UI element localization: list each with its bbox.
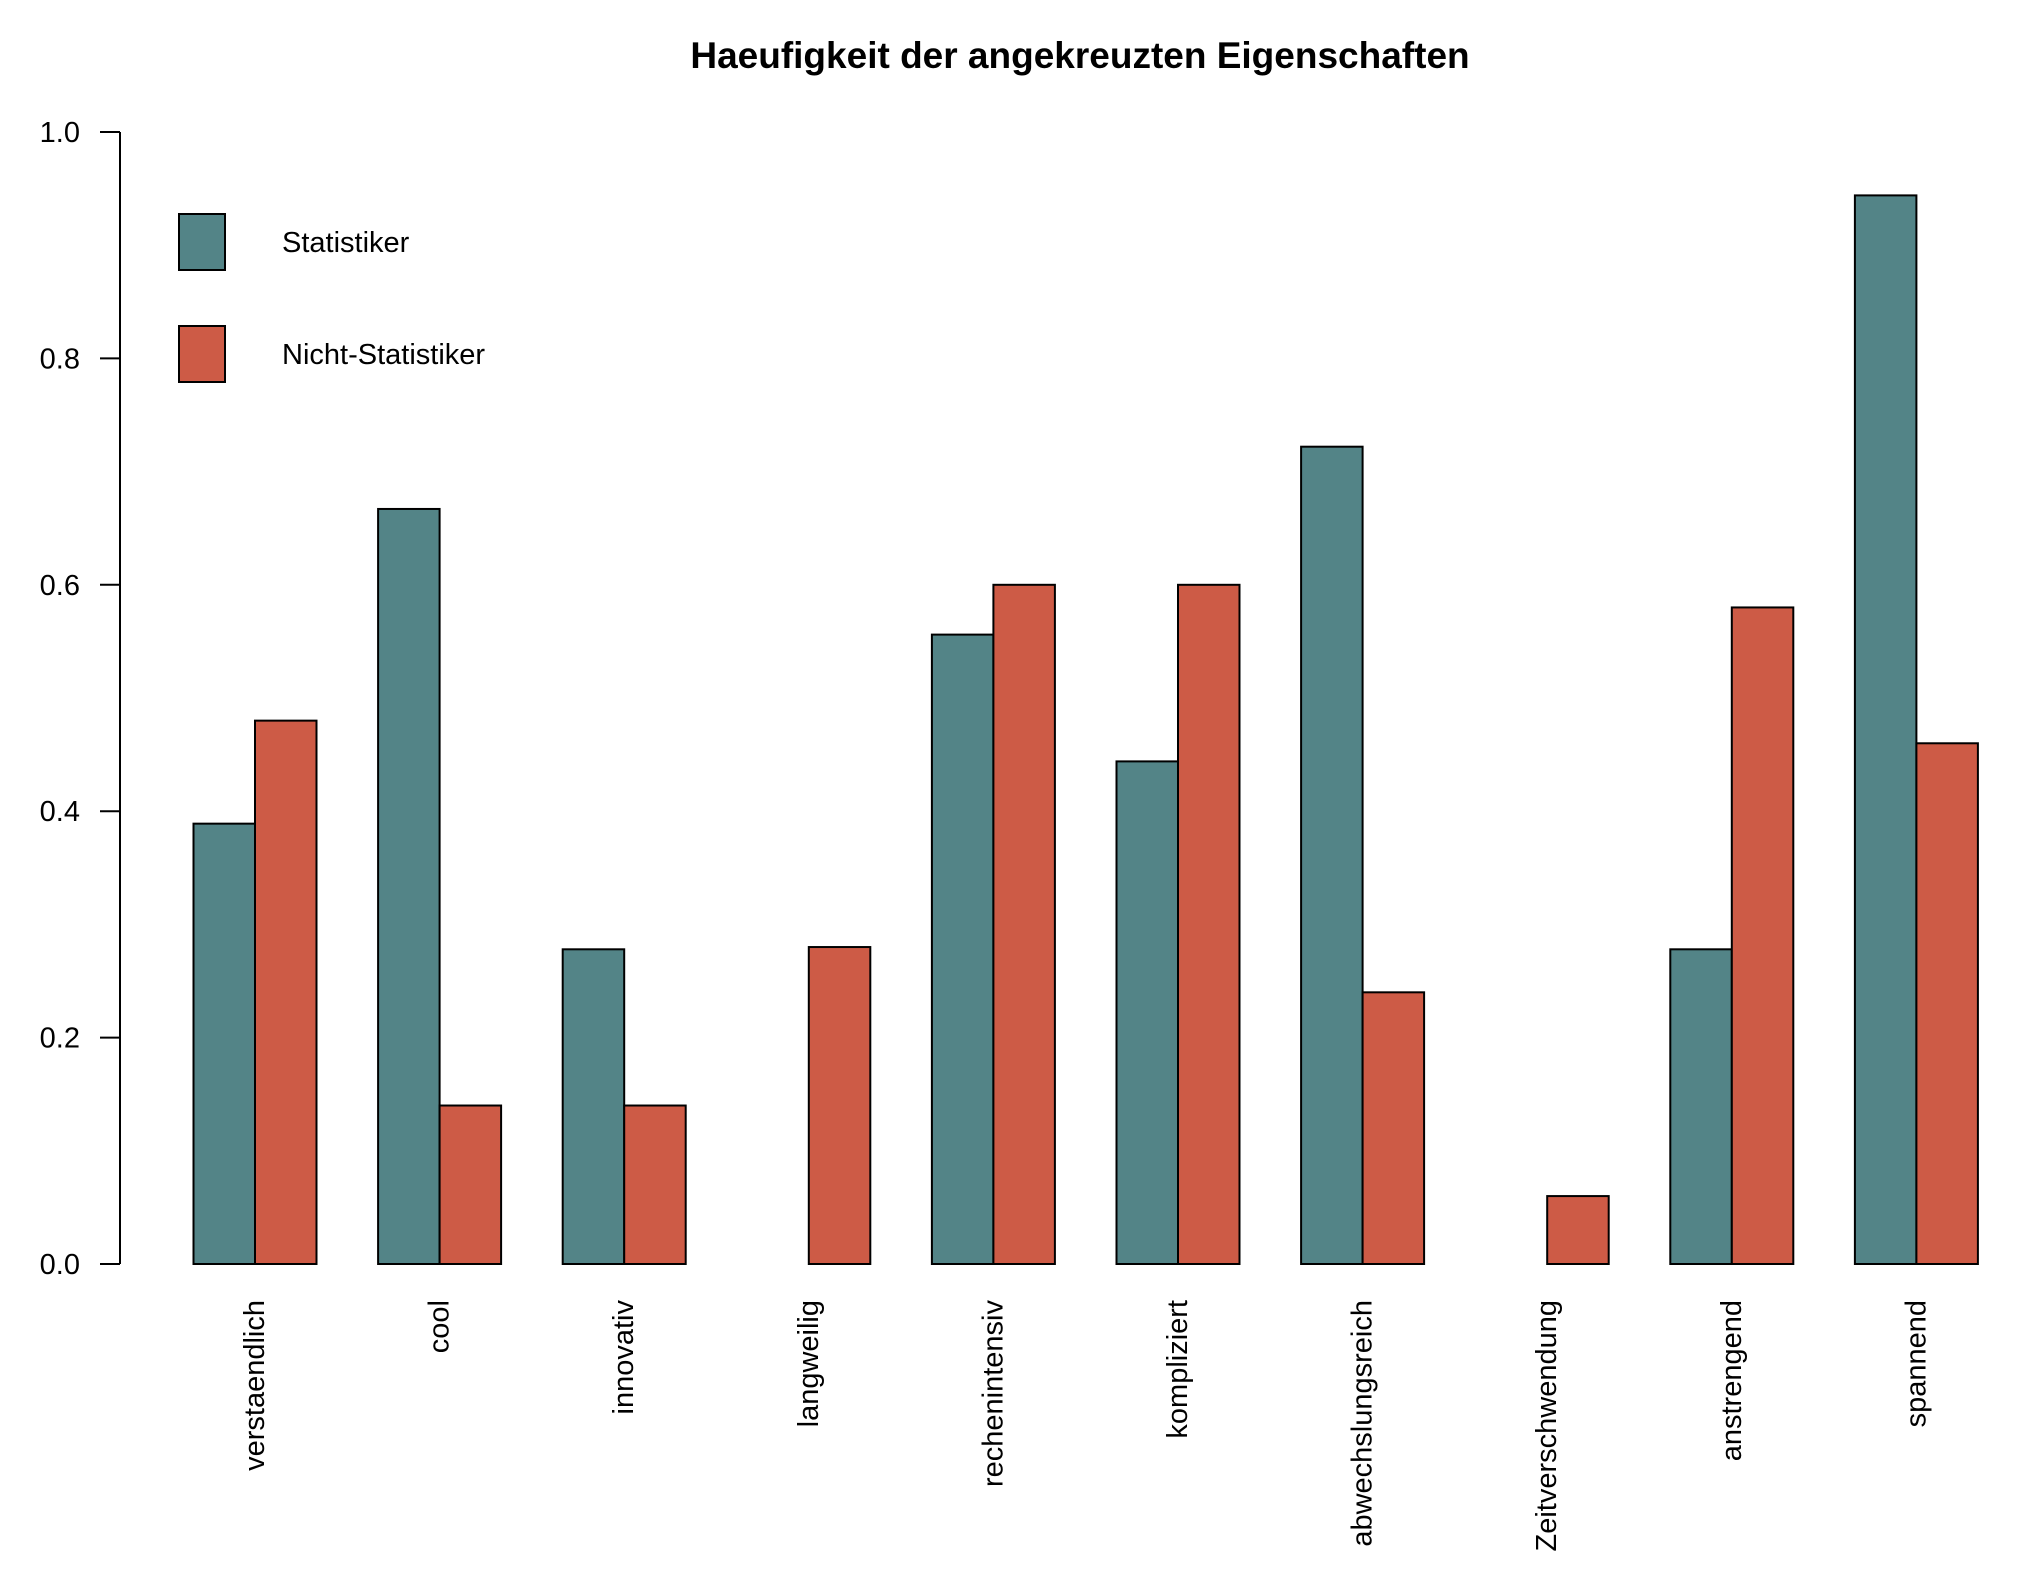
category-label: anstrengend xyxy=(1716,1300,1748,1461)
bar-statistiker xyxy=(930,633,995,1265)
bar-nicht-statistiker xyxy=(807,946,872,1265)
y-tick-label: 0.2 xyxy=(40,1023,80,1055)
legend-swatch xyxy=(178,325,226,383)
y-tick-label: 0.0 xyxy=(40,1249,80,1281)
bar-nicht-statistiker xyxy=(1546,1195,1610,1265)
category-labels: verstaendlich cool innovativ langweilig rech… xyxy=(239,1300,1932,1552)
bar-statistiker xyxy=(192,822,256,1265)
y-tick-label: 0.4 xyxy=(40,796,80,828)
bar-nicht-statistiker xyxy=(623,1104,687,1266)
bar-nicht-statistiker xyxy=(1361,991,1426,1265)
category-label: abwechslungsreich xyxy=(1347,1300,1379,1547)
bar-statistiker xyxy=(561,948,626,1266)
bar-nicht-statistiker xyxy=(1730,606,1795,1265)
category-label: cool xyxy=(424,1300,456,1353)
legend-label: Nicht-Statistiker xyxy=(282,339,485,371)
bar-nicht-statistiker xyxy=(1177,583,1241,1265)
y-tick-label: 0.8 xyxy=(40,343,80,375)
category-label: rechenintensiv xyxy=(977,1300,1009,1487)
bars xyxy=(192,194,1979,1266)
bar-nicht-statistiker xyxy=(254,719,318,1265)
y-tick-label: 1.0 xyxy=(40,117,80,149)
bar-statistiker xyxy=(1853,194,1918,1266)
bar-statistiker xyxy=(1669,948,1733,1266)
category-label: innovativ xyxy=(608,1300,640,1415)
category-label: kompliziert xyxy=(1162,1300,1194,1439)
bar-statistiker xyxy=(1300,445,1364,1266)
y-tick-label: 0.6 xyxy=(40,570,80,602)
bar-statistiker xyxy=(377,507,441,1265)
chart-title: Haeufigkeit der angekreuzten Eigenschaft… xyxy=(690,35,1469,76)
legend: Statistiker Nicht-Statistiker xyxy=(178,213,485,383)
bar-nicht-statistiker xyxy=(992,583,1056,1265)
bar-nicht-statistiker xyxy=(438,1104,503,1266)
category-label: langweilig xyxy=(793,1300,825,1427)
bar-nicht-statistiker xyxy=(1915,742,1979,1265)
y-axis: 0.0 0.2 0.4 0.6 0.8 1.0 xyxy=(40,117,121,1281)
category-label: Zeitverschwendung xyxy=(1531,1300,1563,1551)
category-label: verstaendlich xyxy=(239,1300,271,1471)
legend-swatch xyxy=(178,213,226,271)
bar-statistiker xyxy=(1115,760,1179,1266)
legend-label: Statistiker xyxy=(282,227,410,259)
category-label: spannend xyxy=(1900,1300,1932,1427)
